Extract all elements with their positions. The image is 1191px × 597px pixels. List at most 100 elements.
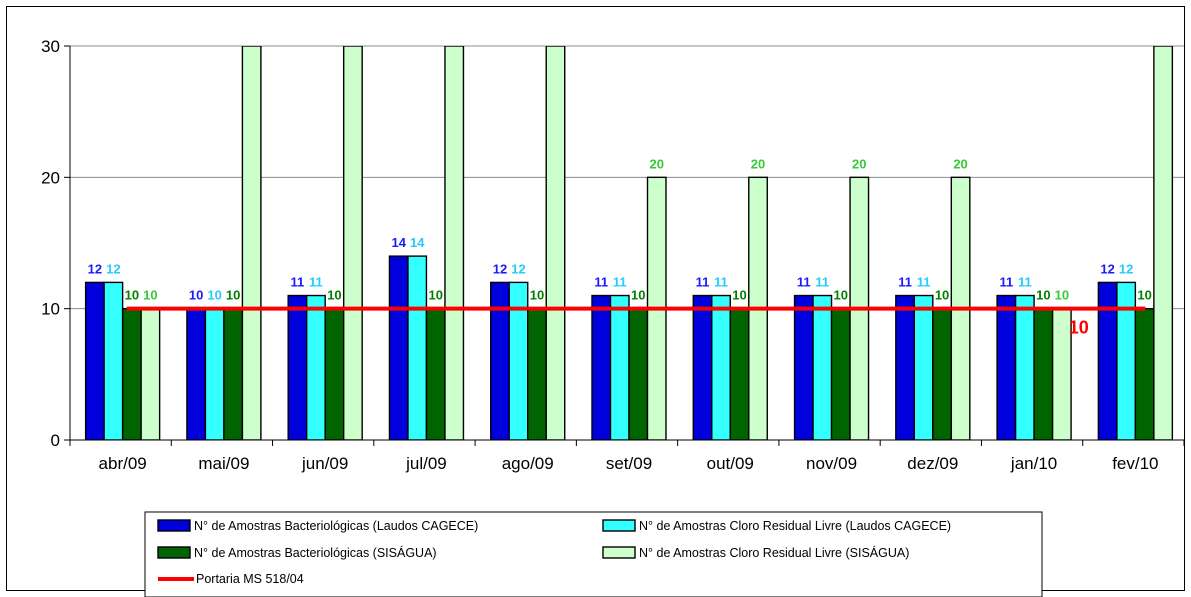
- data-label: 12: [106, 261, 120, 276]
- bar: [628, 307, 649, 440]
- x-tick-label: fev/10: [1112, 454, 1158, 473]
- bar: [324, 307, 345, 440]
- y-tick-label: 30: [41, 37, 60, 56]
- data-label: 10: [143, 288, 157, 303]
- bar: [140, 307, 161, 440]
- data-label: 11: [898, 275, 912, 290]
- data-label: 10: [327, 288, 341, 303]
- data-label: 10: [428, 288, 442, 303]
- bar: [305, 294, 326, 440]
- legend-box: [144, 511, 1043, 597]
- bar: [490, 281, 510, 440]
- data-label: 20: [852, 156, 866, 171]
- data-label: 12: [511, 261, 525, 276]
- data-label: 12: [88, 261, 102, 276]
- reference-line-label: 10: [1069, 318, 1089, 338]
- x-tick-label: mai/09: [198, 454, 249, 473]
- data-label: 11: [999, 275, 1013, 290]
- data-label: 10: [1137, 288, 1151, 303]
- data-label: 10: [226, 288, 240, 303]
- legend-label: N° de Amostras Bacteriológicas (SISÁGUA): [194, 545, 437, 560]
- bar: [729, 307, 750, 440]
- bar: [527, 307, 547, 440]
- x-tick-label: ago/09: [502, 454, 554, 473]
- bar: [609, 294, 630, 440]
- bar: [241, 46, 262, 440]
- bar: [1033, 307, 1054, 440]
- data-label: 14: [391, 235, 406, 250]
- bar: [1134, 307, 1155, 440]
- data-label: 11: [797, 275, 811, 290]
- legend-swatch: [602, 546, 636, 559]
- bar: [591, 294, 612, 440]
- data-label: 10: [935, 288, 949, 303]
- bar: [223, 307, 244, 440]
- bar: [996, 294, 1017, 440]
- data-label: 11: [613, 275, 627, 290]
- data-label: 10: [530, 288, 544, 303]
- bar: [425, 307, 446, 440]
- data-label: 11: [1018, 275, 1032, 290]
- bar: [342, 46, 363, 440]
- bar: [812, 294, 833, 440]
- legend-label: N° de Amostras Bacteriológicas (Laudos C…: [194, 519, 478, 533]
- bar: [1153, 46, 1174, 440]
- data-label: 10: [125, 288, 139, 303]
- bar: [830, 307, 851, 440]
- legend-swatch: [157, 546, 191, 559]
- data-label: 12: [1119, 261, 1133, 276]
- data-label: 10: [207, 288, 221, 303]
- data-label: 10: [631, 288, 645, 303]
- bar: [1097, 281, 1118, 440]
- legend-label: Portaria MS 518/04: [196, 572, 304, 586]
- data-label: 12: [493, 261, 507, 276]
- bar: [692, 294, 713, 440]
- x-tick-label: nov/09: [806, 454, 857, 473]
- bar: [913, 294, 934, 440]
- bar: [895, 294, 916, 440]
- legend-label: N° de Amostras Cloro Residual Livre (SIS…: [639, 545, 909, 560]
- bar: [1116, 281, 1137, 440]
- data-label: 20: [650, 156, 664, 171]
- data-label: 11: [309, 275, 323, 290]
- data-label: 11: [714, 275, 728, 290]
- data-label: 11: [815, 275, 829, 290]
- data-label: 10: [732, 288, 746, 303]
- legend-swatch: [602, 519, 636, 532]
- data-label: 11: [917, 275, 931, 290]
- data-label: 11: [696, 275, 710, 290]
- bar: [932, 307, 953, 440]
- bar: [444, 46, 465, 440]
- data-label: 14: [410, 235, 425, 250]
- bar: [793, 294, 814, 440]
- x-tick-label: jul/09: [405, 454, 447, 473]
- bar: [204, 307, 225, 440]
- y-tick-label: 0: [51, 431, 60, 450]
- bar: [1014, 294, 1035, 440]
- bar: [545, 46, 566, 440]
- x-tick-label: set/09: [606, 454, 652, 473]
- data-label: 10: [1036, 288, 1050, 303]
- bar: [711, 294, 731, 440]
- x-tick-label: jan/10: [1010, 454, 1057, 473]
- x-tick-label: out/09: [707, 454, 754, 473]
- y-tick-label: 10: [41, 300, 60, 319]
- data-label: 20: [953, 156, 967, 171]
- x-tick-label: abr/09: [99, 454, 147, 473]
- data-label: 10: [189, 288, 203, 303]
- bar: [407, 255, 428, 440]
- bar: [121, 307, 142, 440]
- bar: [508, 281, 529, 440]
- data-label: 12: [1100, 261, 1114, 276]
- bar: [186, 307, 207, 440]
- data-label: 11: [291, 275, 305, 290]
- data-label: 10: [1055, 288, 1069, 303]
- data-label: 11: [594, 275, 608, 290]
- bar: [388, 255, 409, 440]
- bars-group: [84, 46, 1174, 440]
- bar: [84, 281, 105, 440]
- bar: [103, 281, 124, 440]
- x-tick-label: dez/09: [907, 454, 958, 473]
- legend-swatch: [157, 519, 191, 532]
